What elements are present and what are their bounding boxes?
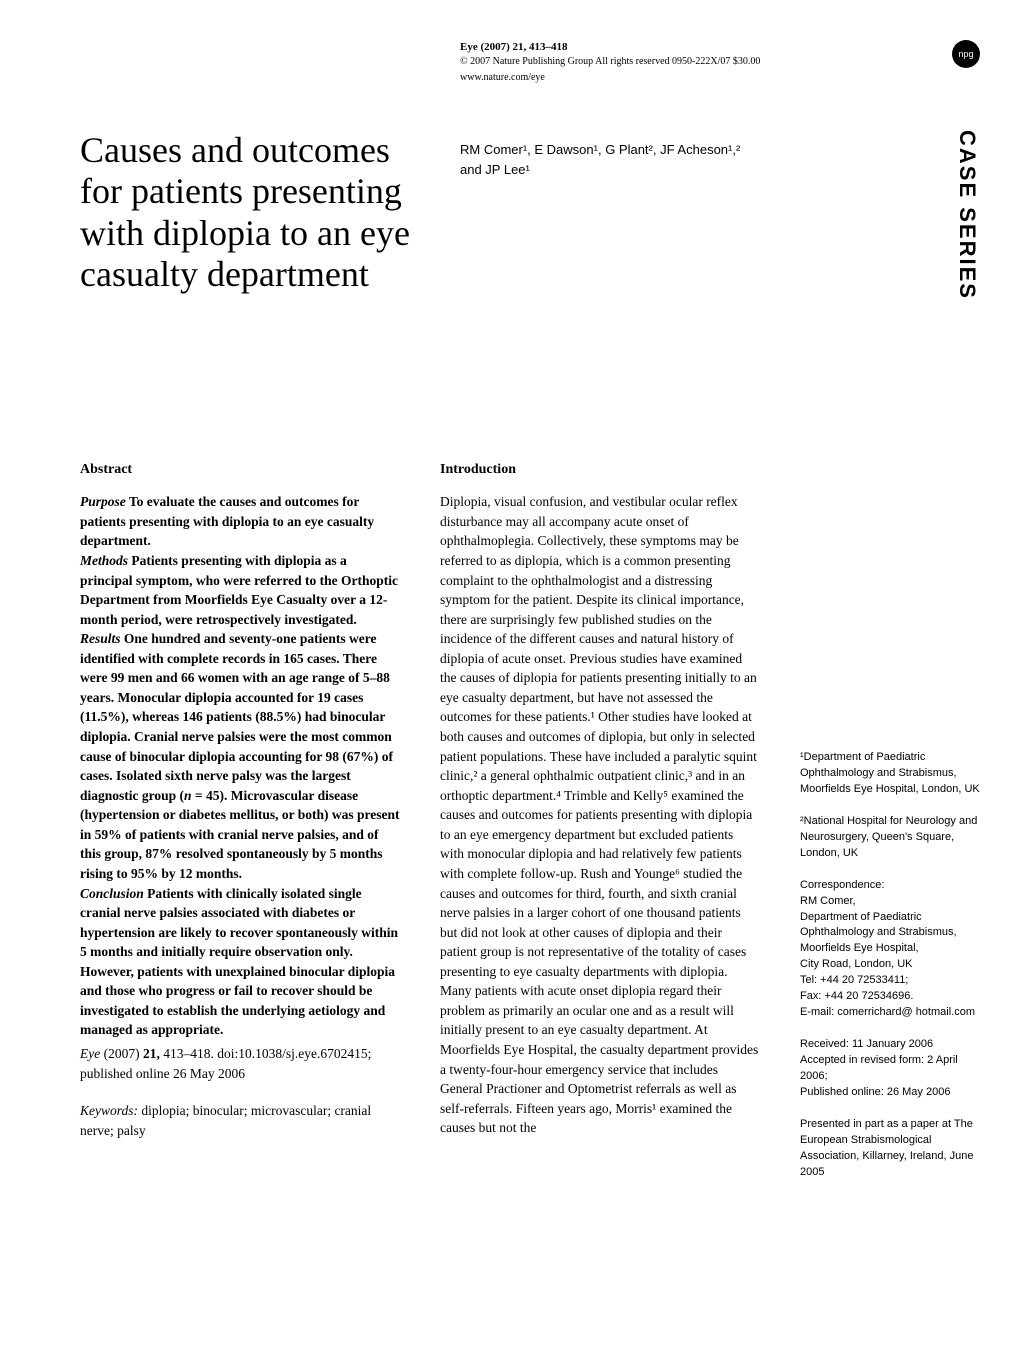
correspondence-block: Correspondence: RM Comer, Department of … xyxy=(800,878,980,1021)
keywords-block: Keywords: diplopia; binocular; microvasc… xyxy=(80,1101,400,1140)
methods-text: Patients presenting with diplopia as a p… xyxy=(80,553,398,627)
results-text-a: One hundred and seventy-one patients wer… xyxy=(80,631,393,803)
abstract-purpose: Purpose To evaluate the causes and outco… xyxy=(80,492,400,551)
purpose-label: Purpose xyxy=(80,494,126,509)
abstract-column: Abstract Purpose To evaluate the causes … xyxy=(80,460,400,1140)
npg-logo-icon: npg xyxy=(952,40,980,68)
abstract-heading: Abstract xyxy=(80,460,400,480)
results-n: n xyxy=(184,788,192,803)
citation-year: (2007) xyxy=(100,1046,143,1061)
journal-citation: Eye (2007) 21, 413–418 xyxy=(460,40,900,55)
article-type-label: CASE SERIES xyxy=(954,130,980,300)
introduction-heading: Introduction xyxy=(440,460,760,480)
journal-header: Eye (2007) 21, 413–418 © 2007 Nature Pub… xyxy=(460,40,900,85)
citation-journal: Eye xyxy=(80,1046,100,1061)
sidebar-info: ¹Department of Paediatric Ophthalmology … xyxy=(800,750,980,1197)
article-title: Causes and outcomes for patients present… xyxy=(80,130,410,296)
abstract-conclusion: Conclusion Patients with clinically isol… xyxy=(80,884,400,1041)
methods-label: Methods xyxy=(80,553,128,568)
journal-copyright: © 2007 Nature Publishing Group All right… xyxy=(460,55,900,69)
citation-vol: 21, xyxy=(143,1046,160,1061)
authors-line2: and JP Lee¹ xyxy=(460,160,840,180)
introduction-body: Diplopia, visual confusion, and vestibul… xyxy=(440,492,760,1138)
affiliation-2: ²National Hospital for Neurology and Neu… xyxy=(800,814,980,862)
introduction-column: Introduction Diplopia, visual confusion,… xyxy=(440,460,760,1138)
abstract-methods: Methods Patients presenting with diplopi… xyxy=(80,551,400,629)
keywords-label: Keywords: xyxy=(80,1103,138,1118)
conclusion-label: Conclusion xyxy=(80,886,144,901)
authors-line1: RM Comer¹, E Dawson¹, G Plant², JF Aches… xyxy=(460,140,840,160)
authors-block: RM Comer¹, E Dawson¹, G Plant², JF Aches… xyxy=(460,140,840,179)
abstract-results: Results One hundred and seventy-one pati… xyxy=(80,629,400,883)
dates-block: Received: 11 January 2006 Accepted in re… xyxy=(800,1037,980,1101)
journal-url: www.nature.com/eye xyxy=(460,71,900,85)
conclusion-text: Patients with clinically isolated single… xyxy=(80,886,398,1038)
results-label: Results xyxy=(80,631,121,646)
affiliation-1: ¹Department of Paediatric Ophthalmology … xyxy=(800,750,980,798)
presented-block: Presented in part as a paper at The Euro… xyxy=(800,1117,980,1181)
abstract-citation: Eye (2007) 21, 413–418. doi:10.1038/sj.e… xyxy=(80,1044,400,1083)
